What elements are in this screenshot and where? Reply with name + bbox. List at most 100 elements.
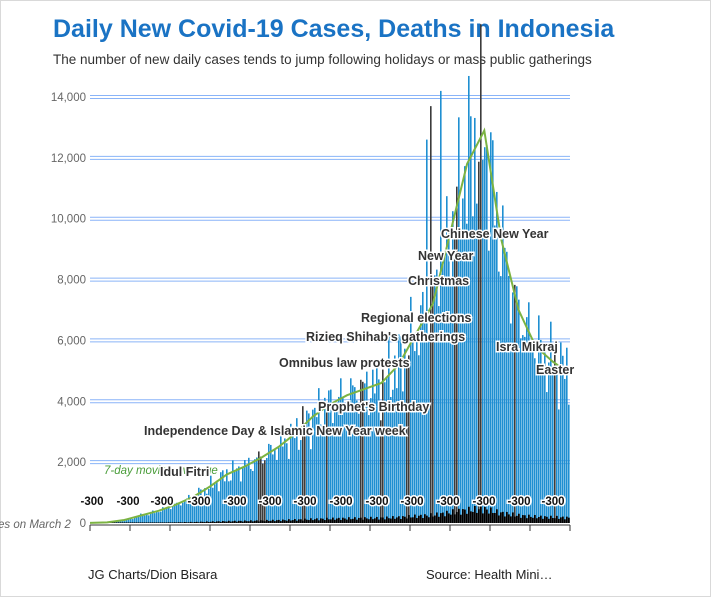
death-bar xyxy=(486,509,488,523)
case-bar xyxy=(364,383,366,523)
death-bar xyxy=(360,517,362,523)
case-bar xyxy=(292,427,294,523)
death-bar xyxy=(118,522,120,523)
death-bar xyxy=(442,512,444,523)
case-bar xyxy=(494,225,496,523)
case-bar xyxy=(144,515,146,523)
death-bar xyxy=(328,519,330,523)
death-bar xyxy=(354,517,356,523)
case-bar xyxy=(296,418,298,523)
case-bar xyxy=(360,379,362,523)
case-bar xyxy=(540,339,542,523)
case-bar xyxy=(136,517,138,523)
deaths-negative-label: -300 xyxy=(400,496,423,508)
case-bar xyxy=(546,392,548,523)
death-bar xyxy=(330,519,332,523)
death-bar xyxy=(464,509,466,523)
case-bar xyxy=(560,342,562,523)
death-bar xyxy=(478,509,480,523)
case-bar xyxy=(346,407,348,523)
case-bar xyxy=(178,503,180,523)
case-bar xyxy=(562,355,564,523)
death-bar xyxy=(250,520,252,523)
death-bar xyxy=(534,514,536,523)
case-bar xyxy=(298,449,300,523)
case-bar xyxy=(438,306,440,523)
case-bar xyxy=(224,481,226,523)
death-bar xyxy=(114,522,116,523)
case-bar xyxy=(154,513,156,523)
death-bar xyxy=(116,522,118,523)
death-bar xyxy=(410,517,412,523)
death-bar xyxy=(240,520,242,523)
death-bar xyxy=(270,520,272,523)
case-bar xyxy=(160,511,162,523)
death-bar xyxy=(382,517,384,523)
case-bar xyxy=(284,438,286,523)
case-bar xyxy=(564,378,566,523)
case-bar xyxy=(252,470,254,523)
death-bar xyxy=(536,518,538,523)
death-bar xyxy=(180,522,182,523)
death-bar xyxy=(368,519,370,523)
death-bar xyxy=(346,519,348,523)
case-bar xyxy=(212,487,214,523)
death-bar xyxy=(288,519,290,523)
case-bar xyxy=(276,459,278,523)
death-bar xyxy=(334,519,336,523)
death-bar xyxy=(244,520,246,523)
case-bar xyxy=(382,369,384,523)
death-bar xyxy=(154,522,156,523)
footer-source: Source: Health Mini… xyxy=(426,567,553,582)
death-bar xyxy=(184,522,186,523)
case-bar xyxy=(208,488,210,523)
case-bar xyxy=(278,447,280,523)
death-bar xyxy=(502,511,504,523)
case-bar xyxy=(202,496,204,523)
death-bar xyxy=(170,522,172,523)
case-bar xyxy=(230,480,232,523)
death-bar xyxy=(506,511,508,523)
case-bar xyxy=(266,458,268,523)
death-bar xyxy=(532,517,534,523)
death-bar xyxy=(400,519,402,523)
deaths-negative-label: -300 xyxy=(436,496,459,508)
death-bar xyxy=(142,522,144,523)
death-bar xyxy=(314,519,316,523)
case-bar xyxy=(176,502,178,523)
case-bar xyxy=(454,235,456,523)
case-bar xyxy=(554,353,556,523)
death-bar xyxy=(406,518,408,523)
death-bar xyxy=(304,518,306,523)
death-bar xyxy=(358,517,360,523)
death-bar xyxy=(128,522,130,523)
case-bar xyxy=(186,498,188,523)
death-bar xyxy=(226,521,228,523)
case-bar xyxy=(380,420,382,523)
death-bar xyxy=(338,517,340,523)
case-bar xyxy=(462,198,464,523)
case-bar xyxy=(270,444,272,523)
case-bar xyxy=(426,139,428,523)
death-bar xyxy=(452,509,454,523)
case-bar xyxy=(234,471,236,523)
death-bar xyxy=(162,522,164,523)
case-bar xyxy=(146,513,148,523)
event-annotation: Chinese New Year xyxy=(441,227,549,241)
case-bar xyxy=(142,515,144,523)
death-bar xyxy=(208,521,210,523)
death-bar xyxy=(440,513,442,523)
case-bar xyxy=(342,397,344,523)
case-bar xyxy=(372,369,374,523)
event-annotation: Independence Day & Islamic New Year week xyxy=(144,424,406,438)
death-bar xyxy=(324,520,326,523)
case-bar xyxy=(220,472,222,523)
death-bar xyxy=(252,521,254,523)
death-bar xyxy=(136,522,138,523)
case-bar xyxy=(510,323,512,523)
case-bar xyxy=(530,349,532,523)
event-annotation: Prophet's Birthday xyxy=(318,400,429,414)
death-bar xyxy=(388,518,390,523)
death-bar xyxy=(286,520,288,523)
